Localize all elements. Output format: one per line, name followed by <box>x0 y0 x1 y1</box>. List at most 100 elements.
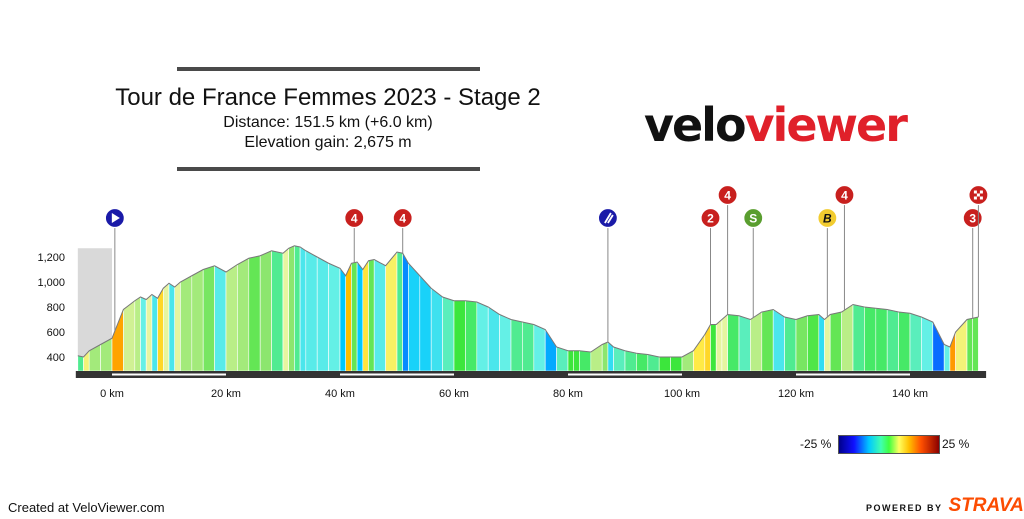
profile-segment <box>151 293 158 372</box>
climb-category-4-icon <box>834 184 855 206</box>
marker-label: 4 <box>841 189 848 203</box>
profile-segment <box>299 246 307 372</box>
profile-segment <box>841 303 854 372</box>
x-tick-label: 20 km <box>211 388 241 400</box>
profile-outline <box>77 245 979 358</box>
y-tick-label: 1,200 <box>37 252 65 264</box>
profile-segment <box>140 296 147 372</box>
profile-segment <box>727 314 740 372</box>
profile-segment <box>430 287 443 372</box>
profile-segment <box>419 274 432 372</box>
profile-segment <box>522 321 535 372</box>
profile-segment <box>499 314 512 372</box>
x-tick-label: 100 km <box>664 388 700 400</box>
profile-segment <box>864 306 877 372</box>
checker-cell <box>976 193 980 197</box>
profile-segment <box>134 296 141 372</box>
gradient-legend-max: 25 % <box>942 437 970 451</box>
profile-segment <box>955 318 968 372</box>
climb-category-4-icon <box>717 184 738 206</box>
profile-segment <box>772 308 785 372</box>
profile-segment <box>533 324 546 372</box>
profile-segment <box>710 324 717 372</box>
profile-segment <box>658 356 671 372</box>
profile-segment <box>373 258 386 372</box>
profile-segment <box>163 282 170 372</box>
profile-segment <box>510 319 523 372</box>
profile-segment <box>288 245 295 372</box>
distance-axis-bar <box>75 371 987 378</box>
y-tick-label: 1,000 <box>37 277 65 289</box>
profile-segment <box>670 356 683 372</box>
checker-cell <box>973 190 977 194</box>
profile-segment <box>453 300 466 372</box>
climb-category-4-icon <box>344 207 365 229</box>
profile-segment <box>567 350 575 372</box>
fork-glyph <box>604 212 612 224</box>
knife-glyph <box>607 214 614 224</box>
profile-segment <box>316 256 329 372</box>
gradient-legend-min: -25 % <box>800 437 832 451</box>
profile-segment <box>966 317 974 372</box>
profile-segment <box>408 262 421 372</box>
profile-segment <box>875 307 888 372</box>
profile-segment <box>476 301 489 372</box>
marker-label: 3 <box>969 212 976 226</box>
header-bottom-rule <box>177 167 480 171</box>
profile-segment <box>601 341 609 372</box>
header-top-rule <box>177 67 480 71</box>
profile-segment <box>168 282 175 372</box>
profile-segment <box>294 245 301 372</box>
distance-axis-stripe <box>796 373 910 376</box>
powered-by-strava[interactable]: POWERED BY STRAVA <box>866 495 1024 516</box>
profile-segment <box>339 267 347 372</box>
elevation-gain-text: Elevation gain: 2,675 m <box>244 134 412 151</box>
page-title: Tour de France Femmes 2023 - Stage 2 <box>115 84 541 111</box>
profile-segment <box>271 250 284 372</box>
marker-label: 4 <box>724 189 731 203</box>
distance-axis-stripe <box>340 373 454 376</box>
profile-segment <box>807 314 820 372</box>
x-tick-label: 120 km <box>778 388 814 400</box>
profile-segment <box>818 313 825 372</box>
profile-segment <box>157 287 164 372</box>
profile-segment <box>282 247 290 372</box>
profile-segment <box>259 250 272 372</box>
profile-segment <box>402 252 409 372</box>
profile-segment <box>145 293 153 372</box>
profile-segment <box>824 313 831 372</box>
profile-segment <box>180 275 193 372</box>
profile-segment <box>123 300 136 372</box>
x-tick-label: 140 km <box>892 388 928 400</box>
profile-segment <box>932 321 945 372</box>
y-tick-label: 600 <box>47 327 65 339</box>
profile-segment <box>921 316 934 372</box>
profile-segment <box>328 262 341 372</box>
profile-segment <box>356 261 364 372</box>
x-tick-label: 40 km <box>325 388 355 400</box>
distance-axis-stripe <box>112 373 226 376</box>
profile-segment <box>573 350 580 372</box>
bonus-icon <box>817 207 838 229</box>
strava-logo: STRAVA <box>948 495 1024 516</box>
profile-segment <box>738 315 751 372</box>
profile-segment <box>898 311 911 372</box>
sprint-icon <box>743 207 764 229</box>
x-tick-label: 80 km <box>553 388 583 400</box>
profile-segment <box>693 333 706 372</box>
profile-segment <box>909 312 922 372</box>
profile-segment <box>174 281 181 372</box>
elevation-profile-chart: 0 km 20 km 40 km 60 km 80 km 100 km 120 km 140 … <box>37 184 989 400</box>
profile-segment <box>852 304 865 372</box>
profile-segment <box>385 251 398 372</box>
profile-segment <box>721 313 728 372</box>
profile-segment <box>351 261 358 372</box>
created-at-credit[interactable]: Created at VeloViewer.com <box>8 500 165 515</box>
profile-segment <box>704 323 711 372</box>
profile-segment <box>943 344 951 372</box>
profile-segment <box>715 318 723 372</box>
marker-label: S <box>749 212 757 226</box>
profile-segment <box>248 255 261 372</box>
x-tick-label: 60 km <box>439 388 469 400</box>
profile-segment <box>544 328 557 372</box>
